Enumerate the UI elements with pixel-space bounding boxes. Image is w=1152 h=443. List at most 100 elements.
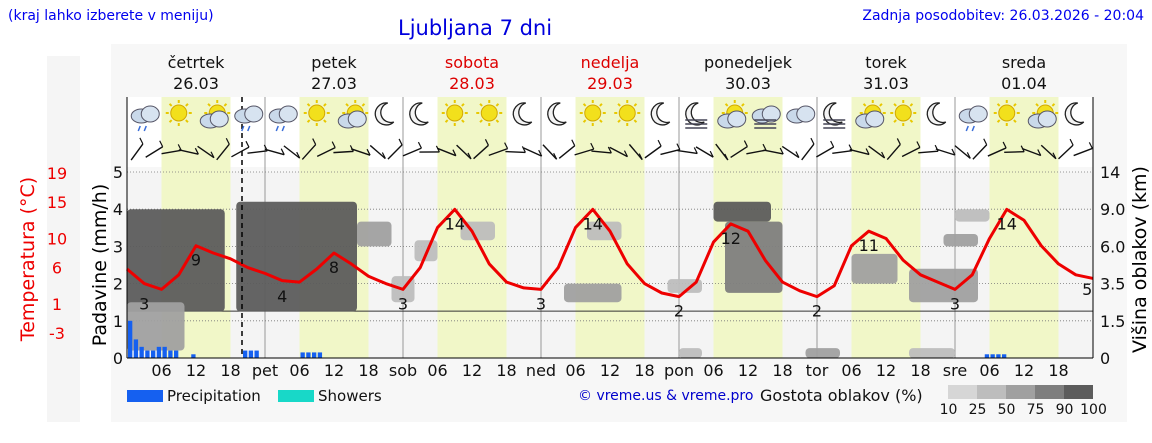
x-tick-label: 12: [462, 361, 482, 380]
cloud-density-block: [725, 221, 783, 293]
wind-barb-flag: [398, 138, 403, 146]
x-tick-label: 12: [738, 361, 758, 380]
day-date: 28.03: [449, 74, 495, 93]
wind-barb-flag: [795, 151, 800, 158]
wind-barb-flag: [830, 140, 835, 148]
moon-icon: [374, 102, 395, 126]
x-tick-label: 06: [703, 361, 723, 380]
wind-barb-flag: [366, 148, 371, 156]
wind-barb: [644, 145, 662, 159]
temperature-label: 11: [859, 236, 879, 255]
sun-icon: [614, 100, 641, 126]
wind-barb-flag: [623, 150, 628, 157]
x-tick-label: 06: [565, 361, 585, 380]
x-tick-label: pon: [664, 361, 694, 380]
wind-barb: [1058, 144, 1074, 160]
wind-barb-flag: [743, 140, 748, 147]
cloud-height-tick: 6.0: [1100, 237, 1125, 256]
density-level-label: 25: [968, 402, 987, 418]
showers-legend-label: Showers: [318, 387, 382, 405]
showers-swatch: [278, 390, 314, 402]
density-swatch: [977, 385, 1006, 399]
temperature-axis-panel: [47, 56, 80, 422]
wind-barb-flag: [709, 150, 714, 158]
wind-barb-flag: [865, 148, 870, 155]
cloud-density-block: [679, 348, 702, 358]
precipitation-legend-label: Precipitation: [167, 387, 261, 405]
precipitation-bar: [984, 354, 990, 358]
wind-barb-flag: [225, 137, 230, 145]
wind-barb: [488, 147, 508, 157]
wind-barb: [763, 149, 784, 155]
sun-icon: [303, 100, 330, 126]
wind-barb-flag: [571, 139, 576, 146]
precipitation-bar: [133, 339, 139, 358]
wind-barb-flag: [676, 143, 681, 150]
temperature-label: 3: [950, 294, 960, 313]
cloud-height-tick: 9.0: [1100, 200, 1125, 219]
wind-barb: [628, 143, 643, 161]
wind-barb-flag: [538, 149, 543, 157]
temperature-label: 3: [398, 294, 408, 313]
wind-barb-flag: [966, 152, 971, 159]
temperature-label: 14: [997, 214, 1017, 233]
wind-barb-flag: [1052, 152, 1057, 160]
cloud-rain-icon: [268, 105, 298, 132]
day-name: četrtek: [168, 53, 226, 72]
sun-icon: [890, 100, 917, 126]
last-updated: Zadnja posodobitev: 26.03.2026 - 20:04: [862, 8, 1144, 24]
day-date: 31.03: [863, 74, 909, 93]
sun-icon: [165, 100, 192, 126]
wind-barb-flag: [1002, 141, 1007, 149]
wind-barb-flag: [657, 139, 662, 147]
temperature-tick: 15: [47, 193, 67, 212]
temperature-label: 2: [674, 302, 684, 321]
wind-barb-flag: [417, 141, 422, 149]
wind-barb-flag: [983, 138, 988, 146]
wind-barb: [130, 143, 144, 161]
wind-barb: [473, 144, 489, 160]
moon-icon: [547, 102, 567, 126]
cloud-density-block: [909, 348, 955, 358]
wind-barb: [815, 146, 835, 158]
partly-cloudy-icon: [855, 100, 886, 129]
wind-barb: [231, 146, 250, 158]
precipitation-bar: [145, 350, 150, 358]
density-swatch: [1035, 385, 1064, 399]
wind-barb: [695, 146, 714, 158]
x-tick-label: sre: [943, 361, 967, 380]
wind-barb-flag: [210, 151, 215, 158]
wind-barb: [972, 144, 988, 160]
temperature-tick: 10: [47, 229, 67, 248]
sun-icon: [993, 100, 1020, 126]
cloud-density-block: [943, 234, 978, 247]
moon-fog-icon: [823, 102, 846, 129]
wind-barb-flag: [881, 151, 886, 159]
x-tick-label: 06: [427, 361, 447, 380]
cloud-height-tick: 0: [1100, 349, 1110, 368]
wind-barb: [350, 148, 371, 156]
temperature-label: 3: [536, 294, 546, 313]
wind-barb-flag: [607, 146, 612, 154]
precipitation-bar: [300, 352, 305, 358]
precipitation-bar: [1002, 354, 1007, 358]
density-swatch: [1006, 385, 1035, 399]
day-date: 30.03: [725, 74, 771, 93]
temperature-tick: -3: [49, 324, 65, 343]
wind-barb-flag: [280, 148, 285, 155]
wind-barb: [1004, 150, 1025, 154]
wind-barb: [660, 148, 681, 156]
wind-barb: [849, 148, 870, 156]
density-level-label: 50: [997, 402, 1016, 418]
daytime-band: [989, 97, 1059, 358]
wind-barb: [574, 148, 594, 156]
wind-barb-flag: [724, 153, 729, 161]
precipitation-bar: [191, 354, 196, 358]
cloud-height-tick: 1.5: [1100, 312, 1125, 331]
temperature-label: 14: [583, 214, 603, 233]
wind-barb: [301, 144, 317, 160]
moon-icon: [409, 102, 429, 126]
copyright-link[interactable]: © vreme.us & vreme.pro: [578, 388, 754, 404]
cloud-density-block: [236, 201, 357, 312]
wind-barb: [333, 150, 354, 154]
